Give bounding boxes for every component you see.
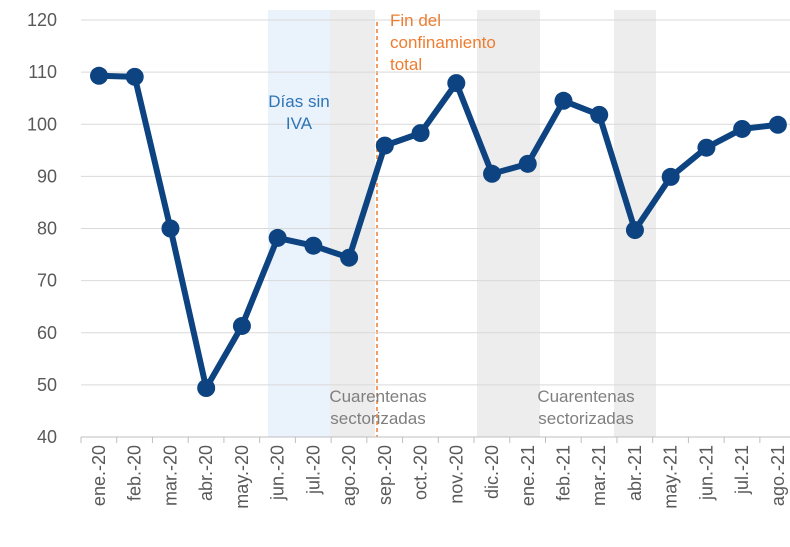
marker (518, 154, 537, 173)
y-tick-label: 120 (27, 10, 57, 30)
annotation: IVA (286, 114, 313, 133)
annotation: confinamiento (390, 33, 496, 52)
x-tick-label: ago.-20 (339, 445, 359, 506)
y-tick-label: 110 (28, 62, 57, 82)
x-tick-label: nov.-20 (446, 445, 466, 504)
x-tick-label: mar.-20 (160, 445, 180, 506)
annotation: total (390, 55, 422, 74)
marker (733, 119, 752, 138)
marker (447, 74, 466, 93)
x-tick-label: dic.-20 (482, 445, 502, 499)
marker (661, 167, 680, 186)
marker (483, 164, 502, 183)
marker (90, 66, 108, 85)
x-tick-label: mar.-21 (589, 445, 609, 506)
x-tick-label: ene.-21 (518, 445, 538, 506)
marker (768, 115, 787, 134)
marker (268, 228, 287, 247)
x-tick-label: jul.-20 (303, 445, 323, 495)
marker (340, 248, 359, 267)
x-tick-label: may.-21 (661, 445, 681, 509)
x-tick-label: jun.-21 (696, 445, 716, 501)
annotation: Días sin (268, 92, 329, 111)
x-tick-label: may.-20 (232, 445, 252, 509)
x-tick-label: feb.-21 (553, 445, 573, 501)
annotation: Fin del (390, 11, 441, 30)
marker (197, 379, 216, 398)
y-tick-label: 40 (37, 427, 57, 447)
x-tick-label: abr.-20 (196, 445, 216, 501)
annotation: Cuarentenas (329, 387, 426, 406)
marker (590, 105, 609, 124)
marker (625, 221, 644, 240)
y-tick-label: 100 (27, 114, 57, 134)
marker (304, 236, 323, 255)
x-tick-label: oct.-20 (411, 445, 431, 500)
y-tick-label: 70 (37, 271, 57, 291)
line (98, 72, 779, 392)
y-tick-label: 60 (37, 323, 57, 343)
annotation: sectorizadas (330, 409, 425, 428)
marker (697, 138, 716, 157)
marker (411, 124, 430, 143)
annotation: sectorizadas (538, 409, 633, 428)
annotation: Cuarentenas (537, 387, 634, 406)
y-tick-label: 80 (37, 219, 57, 239)
marker (375, 136, 394, 155)
x-tick-label: feb.-20 (125, 445, 145, 501)
vat-band (268, 10, 330, 437)
y-tick-label: 50 (37, 375, 57, 395)
x-tick-label: abr.-21 (625, 445, 645, 501)
y-tick-label: 90 (37, 166, 57, 186)
x-tick-label: ene.-20 (89, 445, 109, 506)
x-tick-label: sep.-20 (375, 445, 395, 505)
quarantine-band (477, 10, 540, 437)
x-tick-label: ago.-21 (768, 445, 788, 506)
marker (232, 316, 251, 335)
marker (554, 91, 573, 110)
quarantine-band (330, 10, 375, 437)
marker (161, 219, 180, 238)
marker (125, 67, 144, 86)
x-tick-label: jun.-20 (268, 445, 288, 501)
x-tick-label: jul.-21 (732, 445, 752, 495)
